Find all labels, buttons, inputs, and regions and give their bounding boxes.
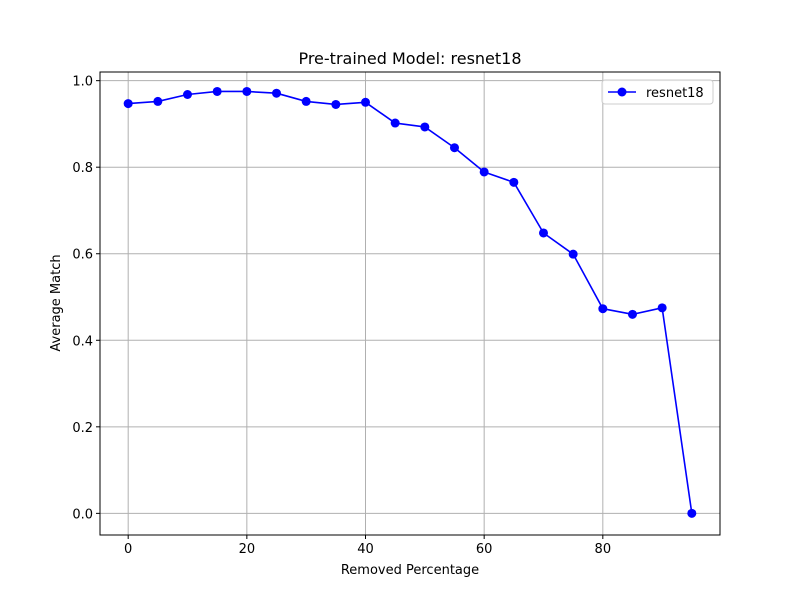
data-point [390,118,400,128]
legend-label-resnet18: resnet18 [646,86,704,101]
data-point [361,97,371,107]
y-tick-label: 0.0 [72,507,93,522]
data-point [598,304,608,314]
x-axis-label: Removed Percentage [341,563,479,578]
data-point [183,90,193,100]
data-point [509,177,519,187]
data-point [538,228,548,238]
data-point [568,249,578,259]
y-tick-label: 1.0 [72,75,93,90]
data-point [479,167,489,177]
series-layer [123,86,697,518]
series-line-resnet18 [128,90,693,514]
y-tick-label: 0.4 [72,334,93,349]
x-tick-label: 0 [124,542,132,557]
x-tick-label: 40 [357,542,374,557]
data-point [123,99,133,109]
data-point [212,86,222,96]
data-point [242,86,252,96]
data-point [449,143,459,153]
y-tick-label: 0.6 [72,248,93,263]
legend-marker [617,87,627,97]
axis-ticks: 0 20 40 60 80 0.0 0.2 0.4 0.6 0.8 1.0 [72,75,611,557]
legend-box [601,79,714,105]
data-point [657,303,667,313]
y-tick-label: 0.2 [72,421,93,436]
legend: resnet18 [601,79,714,105]
data-point [687,508,697,518]
data-point [301,96,311,106]
plot-area-frame [99,71,721,536]
grid-lines [100,72,720,535]
y-tick-label: 0.8 [72,161,93,176]
data-point [153,96,163,106]
y-axis-label: Average Match [49,254,64,351]
x-tick-label: 80 [595,542,612,557]
data-point [331,99,341,109]
x-tick-label: 60 [476,542,493,557]
data-point [272,88,282,98]
chart-title: Pre-trained Model: resnet18 [298,49,521,68]
x-tick-label: 20 [239,542,256,557]
data-point [420,122,430,132]
data-point [627,309,637,319]
